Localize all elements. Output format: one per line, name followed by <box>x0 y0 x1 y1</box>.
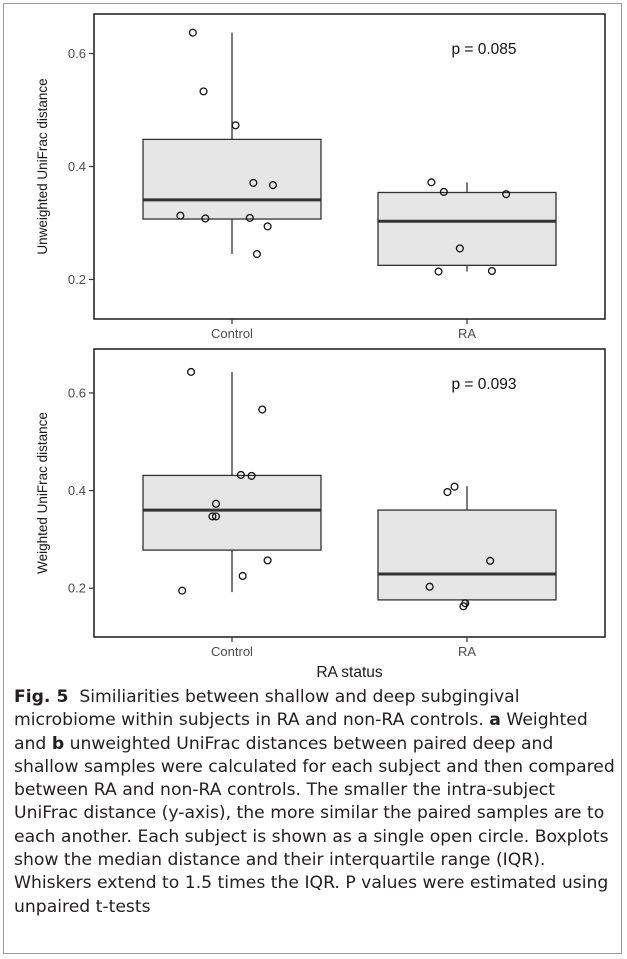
panel-2-data-point <box>247 471 256 480</box>
panel-1-y-tick-label: 0.6 <box>68 46 86 61</box>
caption-text-2: Weighted and <box>14 710 588 754</box>
panel-1-data-point <box>176 211 185 220</box>
caption-fig-label: Fig. 5 <box>14 687 69 707</box>
panel-1-y-tick-label: 0.2 <box>68 272 86 287</box>
panel-1-data-point <box>201 214 210 223</box>
panel-2-data-point <box>211 499 221 508</box>
panel-2-data-point <box>263 556 272 565</box>
panel-2-data-point <box>238 571 247 581</box>
caption-text-3: unweighted UniFrac distances between pai… <box>14 733 615 917</box>
panel-2-data-point <box>187 367 196 376</box>
caption-panel-b: b <box>51 733 65 754</box>
panel-2-data-point <box>258 405 267 414</box>
panel-1-x-tick-label: Control <box>211 326 253 341</box>
panel-2-box-control <box>142 474 322 551</box>
panel-1-box-control <box>142 138 322 220</box>
panel-2-y-axis-label: Weighted UniFrac distance <box>35 412 50 574</box>
panel-1-box-ra <box>377 191 557 266</box>
panel-1-data-point <box>199 87 208 96</box>
panel-2-data-point <box>486 556 495 565</box>
panel-1-data-point <box>439 187 448 196</box>
panel-2-data-point <box>443 487 452 497</box>
panel-1-data-point <box>188 28 197 37</box>
panel-1-data-point <box>434 267 443 276</box>
panel-2-y-tick-label: 0.6 <box>68 385 86 400</box>
panel-2-x-tick-label: Control <box>211 644 253 659</box>
panel-1-data-point <box>245 213 254 222</box>
panel-2-data-point <box>425 582 434 591</box>
panel-2-data-point <box>178 586 187 595</box>
panel-1-data-point <box>249 178 258 187</box>
panel-1-y-tick-label: 0.4 <box>68 159 86 174</box>
caption-text-1: Similiarities between shallow and deep s… <box>14 687 520 731</box>
panel-1-p-value: p = 0.085 <box>451 41 516 58</box>
panel-1-data-point <box>263 222 272 231</box>
panel-1-y-axis-label: Unweighted UniFrac distance <box>35 78 50 254</box>
panel-2-data-point <box>211 512 221 521</box>
panel-1-data-point <box>502 190 511 199</box>
panel-1-data-point <box>252 249 261 259</box>
panel-2-x-axis-label: RA status <box>316 664 383 680</box>
figure-charts: 0.2 0.4 0.6 Unweighted UniFrac distance Cont… <box>35 13 606 680</box>
panel-2-data-point <box>236 470 245 479</box>
figure-caption: Fig. 5 Similiarities between shallow and… <box>14 686 618 919</box>
panel-2-x-tick-label: RA <box>458 644 476 659</box>
panel-1-x-tick-label: RA <box>458 326 476 341</box>
panel-2-y-tick-label: 0.2 <box>68 581 86 596</box>
panel-2-data-point <box>450 482 459 491</box>
panel-1-data-point <box>231 121 240 130</box>
panel-1-data-point <box>455 244 464 253</box>
panel-2-box-ra <box>377 509 557 601</box>
panel-1-data-point <box>427 178 436 187</box>
figure-frame <box>3 3 622 954</box>
panel-2-p-value: p = 0.093 <box>451 376 516 393</box>
panel-1-data-point <box>268 181 277 190</box>
caption-panel-a: a <box>489 710 501 731</box>
panel-2-data-point <box>459 602 468 611</box>
panel-2-plot-border <box>93 348 606 638</box>
panel-1-data-point <box>487 266 496 276</box>
panel-2-data-point <box>208 512 217 521</box>
panel-2-y-tick-label: 0.4 <box>68 483 86 498</box>
